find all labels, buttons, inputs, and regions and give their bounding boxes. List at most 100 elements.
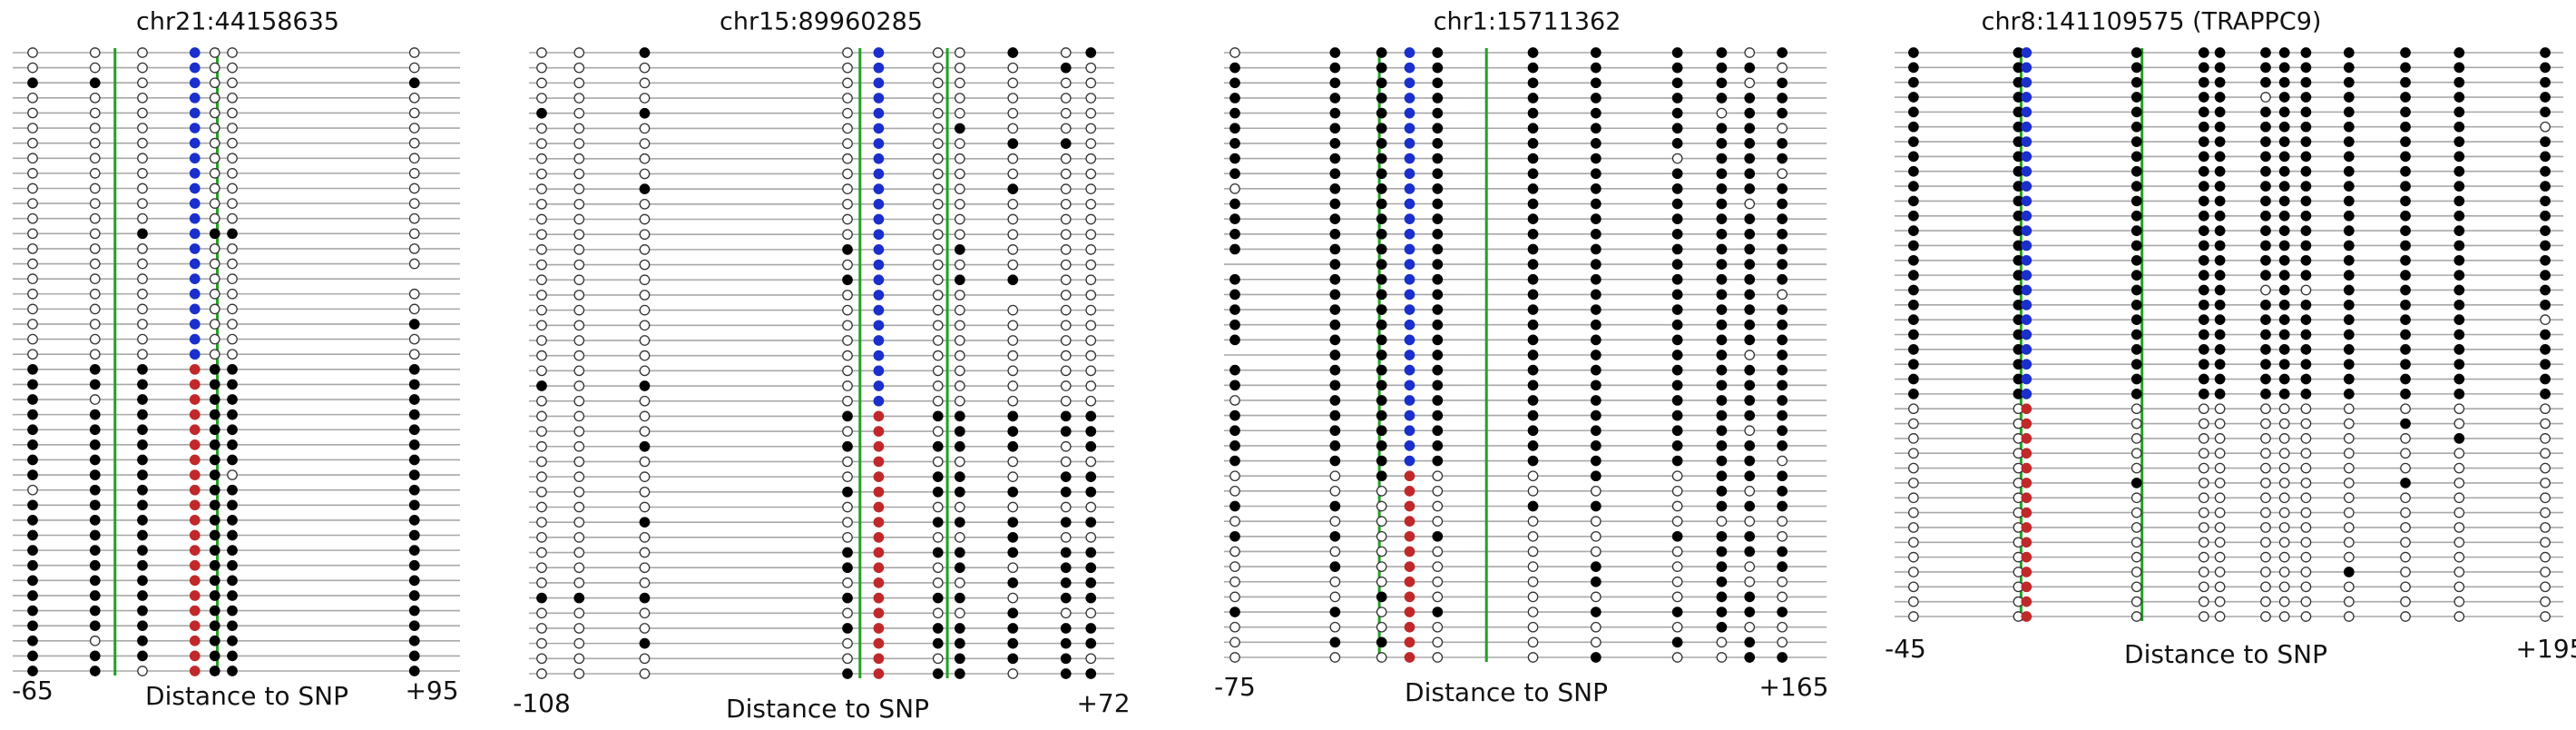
cpg-dot [573, 410, 585, 422]
cpg-dot [408, 288, 420, 300]
cpg-dot [1716, 213, 1728, 224]
cpg-dot [1085, 410, 1097, 422]
cpg-dot [2260, 106, 2271, 118]
cpg-dot [189, 635, 201, 646]
cpg-dot [932, 592, 944, 604]
cpg-dot [2021, 62, 2032, 74]
cpg-dot [1527, 485, 1539, 497]
cpg-dot [1329, 455, 1341, 467]
cpg-dot [639, 138, 651, 149]
cpg-dot [1744, 273, 1756, 285]
cpg-dot [1777, 621, 1788, 633]
cpg-dot [1376, 334, 1387, 346]
cpg-dot [873, 107, 885, 119]
cpg-dot [1404, 168, 1415, 180]
cpg-dot [2214, 151, 2226, 163]
cpg-dot [639, 320, 651, 331]
cpg-dot [2260, 551, 2271, 563]
cpg-dot [2214, 195, 2226, 207]
cpg-dot [1716, 470, 1728, 482]
cpg-dot [209, 409, 220, 420]
cpg-dot [1329, 213, 1341, 224]
cpg-dot [1329, 530, 1341, 542]
cpg-dot [89, 575, 101, 587]
cpg-dot [1329, 228, 1341, 240]
cpg-dot [2214, 210, 2226, 222]
x-limit-label: +95 [405, 676, 458, 705]
cpg-dot [89, 545, 101, 556]
cpg-dot [1376, 77, 1387, 89]
cpg-dot [189, 605, 201, 617]
cpg-dot [1060, 471, 1072, 482]
cpg-dot [2198, 492, 2209, 504]
cpg-dot [1744, 123, 1756, 134]
cpg-dot [873, 335, 885, 346]
cpg-dot [2198, 62, 2209, 74]
cpg-dot [2198, 478, 2209, 488]
cpg-dot [932, 637, 944, 649]
cpg-dot [2278, 522, 2290, 533]
cpg-dot [2278, 92, 2290, 103]
cpg-dot [1908, 418, 1919, 429]
cpg-dot [1716, 350, 1728, 360]
cpg-dot [2278, 478, 2290, 488]
cpg-dot [408, 107, 420, 119]
cpg-dot [1716, 516, 1728, 528]
cpg-dot [1671, 380, 1683, 391]
cpg-dot [1590, 228, 1601, 240]
cpg-dot [2400, 314, 2411, 326]
cpg-dot [1376, 500, 1387, 512]
cpg-dot [1329, 395, 1341, 406]
cpg-dot [1060, 395, 1072, 407]
cpg-dot [932, 471, 944, 482]
cpg-dot [1527, 516, 1539, 528]
cpg-dot [227, 394, 238, 405]
cpg-dot [1376, 273, 1387, 285]
cpg-dot [1716, 183, 1728, 194]
cpg-dot [2214, 165, 2226, 177]
cpg-dot [2400, 492, 2411, 504]
cpg-dot [408, 303, 420, 315]
cpg-dot [1527, 289, 1539, 301]
cpg-dot [89, 273, 101, 284]
cpg-dot [873, 274, 885, 286]
cpg-dot [1007, 532, 1019, 543]
cpg-dot [1590, 213, 1601, 224]
cpg-dot [639, 365, 651, 377]
cpg-dot [842, 304, 853, 316]
cpg-dot [573, 213, 585, 225]
cpg-dot [27, 107, 38, 119]
cpg-dot [1329, 319, 1341, 330]
x-axis-label: Distance to SNP [1405, 677, 1608, 707]
cpg-dot [536, 274, 547, 286]
cpg-dot [1671, 516, 1683, 528]
cpg-dot [1376, 350, 1387, 360]
cpg-dot [954, 562, 965, 574]
cpg-dot [1716, 107, 1728, 119]
cpg-dot [2130, 567, 2142, 577]
cpg-dot [89, 515, 101, 526]
cpg-dot [1007, 577, 1019, 588]
cpg-dot [932, 183, 944, 194]
cpg-dot [1777, 455, 1788, 467]
cpg-dot [27, 228, 38, 240]
cpg-dot [1777, 47, 1788, 58]
cpg-dot [227, 243, 238, 254]
cpg-dot [1908, 92, 1919, 103]
cpg-dot [536, 198, 547, 210]
cpg-dot [1777, 500, 1788, 512]
cpg-dot [1908, 389, 1919, 400]
cpg-dot [189, 394, 201, 405]
cpg-dot [2198, 210, 2209, 222]
cpg-dot [1060, 123, 1072, 134]
cpg-dot [2130, 403, 2142, 415]
cpg-dot [536, 547, 547, 558]
cpg-dot [1744, 455, 1756, 467]
cpg-dot [1671, 364, 1683, 376]
cpg-dot [1671, 636, 1683, 648]
cpg-dot [137, 454, 148, 466]
cpg-dot [1716, 440, 1728, 451]
cpg-dot [1716, 380, 1728, 391]
cpg-dot [573, 47, 585, 58]
cpg-dot [1744, 652, 1756, 663]
